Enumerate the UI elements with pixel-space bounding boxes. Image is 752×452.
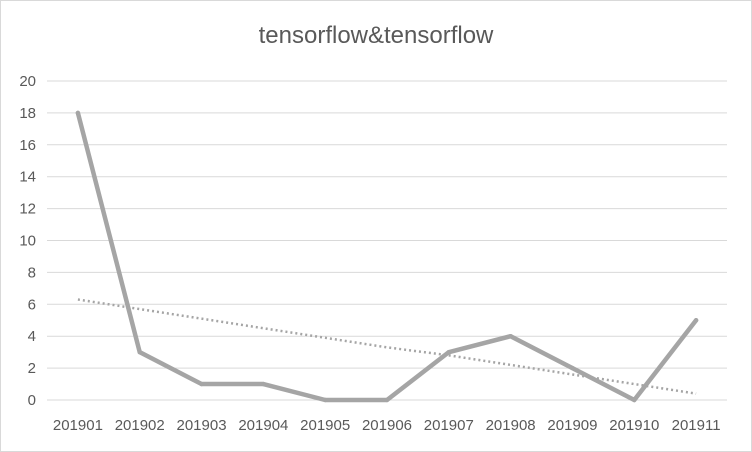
series-layer — [75, 110, 699, 403]
data-point — [570, 365, 575, 371]
y-tick-label: 8 — [28, 264, 36, 281]
y-tick-label: 4 — [28, 328, 36, 345]
data-point — [693, 318, 699, 323]
x-tick-label: 201902 — [115, 417, 165, 434]
data-point — [199, 381, 204, 387]
y-tick-label: 20 — [19, 73, 36, 90]
x-tick-label: 201910 — [609, 417, 659, 434]
data-point — [137, 349, 142, 355]
data-point — [384, 397, 390, 403]
x-tick-label: 201911 — [672, 417, 721, 434]
series-line — [75, 110, 699, 403]
x-tick-label: 201901 — [53, 417, 103, 434]
x-tick-label: 201904 — [238, 417, 288, 434]
y-tick-label: 14 — [19, 169, 36, 186]
y-tick-label: 10 — [19, 233, 36, 250]
y-tick-label: 0 — [28, 392, 36, 409]
x-tick-label: 201905 — [300, 417, 350, 434]
y-tick-label: 6 — [28, 296, 36, 313]
trendline — [77, 298, 697, 395]
x-tick-label: 201903 — [177, 417, 227, 434]
x-tick-label: 201908 — [486, 417, 536, 434]
y-tick-label: 18 — [19, 105, 36, 122]
y-tick-label: 16 — [19, 137, 36, 154]
data-point — [261, 381, 266, 387]
y-tick-label: 12 — [19, 201, 36, 218]
chart-title: tensorflow&tensorflow — [259, 22, 494, 49]
x-tick-label: 201909 — [547, 417, 597, 434]
y-tick-label: 2 — [28, 360, 36, 377]
x-tick-label: 201906 — [362, 417, 412, 434]
data-point — [632, 397, 637, 403]
x-axis-tick-labels: 201901 201902 201903 201904 201905 201906 2019… — [53, 417, 721, 434]
x-tick-label: 201907 — [424, 417, 474, 434]
data-point — [446, 349, 452, 355]
data-point — [508, 334, 513, 339]
y-axis-tick-labels: 0 2 4 6 8 10 12 14 16 18 20 — [19, 73, 36, 409]
data-point — [322, 397, 328, 403]
gridlines — [47, 80, 727, 401]
data-point — [75, 110, 81, 116]
